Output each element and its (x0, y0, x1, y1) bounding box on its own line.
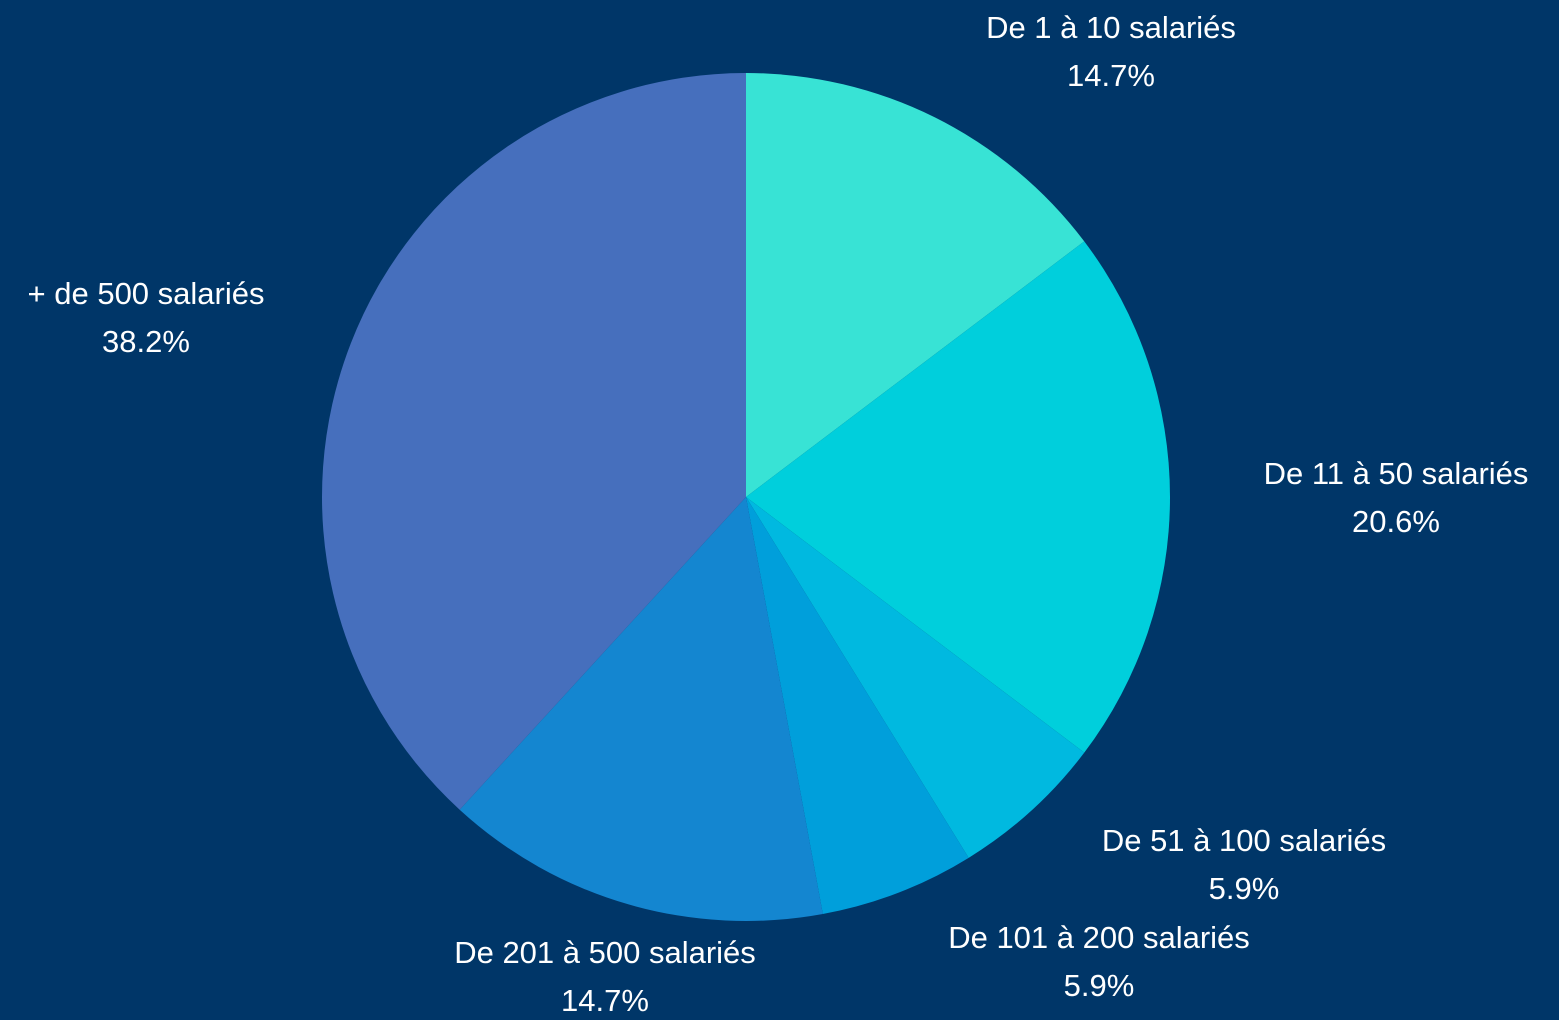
slice-value-label: 5.9% (1064, 968, 1135, 1003)
slice-value-label: 38.2% (102, 324, 190, 359)
slice-label: De 11 à 50 salariés (1264, 456, 1529, 491)
slice-value-label: 14.7% (561, 983, 649, 1018)
slice-label: De 101 à 200 salariés (948, 920, 1250, 955)
slice-value-label: 20.6% (1352, 504, 1440, 539)
slice-value-label: 14.7% (1067, 58, 1155, 93)
pie-slice (746, 497, 1085, 858)
slice-label: + de 500 salariés (28, 276, 265, 311)
pie-slice (321, 73, 746, 810)
pie-slice (746, 73, 1085, 497)
slice-label: De 201 à 500 salariés (454, 935, 756, 970)
pie-slice (746, 241, 1170, 753)
slice-label: De 1 à 10 salariés (986, 10, 1236, 45)
pie-slice (746, 497, 969, 914)
pie-slice (459, 497, 823, 922)
slice-value-label: 5.9% (1209, 871, 1280, 906)
slice-label: De 51 à 100 salariés (1102, 823, 1386, 858)
